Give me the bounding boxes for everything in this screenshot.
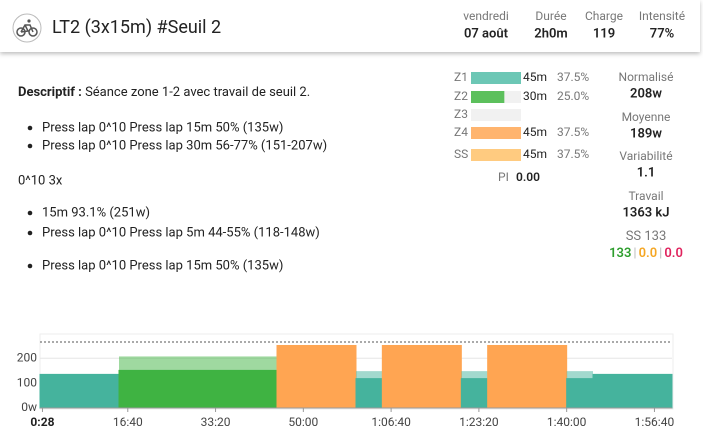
step-item: Press lap 0^10 Press lap 15m 50% (135w) [42, 258, 283, 273]
stat-value: 2h0m [534, 26, 567, 41]
metric-label: Travail [628, 189, 663, 203]
interval-bar [487, 344, 568, 409]
bullet [27, 263, 33, 269]
zone-time: 45m [523, 125, 547, 139]
ss-parts: 133 | 0.0 | 0.0 [609, 246, 683, 261]
stat-value: 07 août [464, 26, 509, 41]
x-tick-label: 0:28 [30, 415, 54, 429]
interval-bar [355, 378, 383, 409]
sport-icon [12, 13, 42, 43]
metric-value: 208w [630, 86, 662, 101]
stat-label: Charge [585, 9, 623, 23]
metric-label: Normalisé [619, 70, 674, 84]
zone-percent: 25.0% [557, 89, 589, 103]
interval-bar [118, 369, 278, 409]
description: Descriptif : Séance zone 1-2 avec travai… [18, 85, 310, 100]
x-tick-label: 1:56:40 [635, 415, 675, 429]
zone-percent: 37.5% [557, 70, 589, 84]
zone-bar [471, 91, 505, 103]
ss-part: 0.0 [639, 246, 658, 261]
header-bar [0, 0, 700, 52]
zone-name: Z4 [454, 125, 468, 139]
zone-time: 45m [523, 70, 547, 84]
ss-part: 133 [609, 246, 631, 261]
workout-title: LT2 (3x15m) #Seuil 2 [52, 17, 221, 38]
interval-bar [276, 344, 357, 409]
x-tick-label: 50:00 [288, 415, 318, 429]
metric-value: 1363 kJ [622, 205, 669, 220]
pi-label: PI [498, 170, 509, 184]
step-item: 15m 93.1% (251w) [42, 205, 150, 220]
zone-time: 45m [523, 147, 547, 161]
bullet [27, 143, 33, 149]
ss-summary: SS 133 [626, 229, 667, 244]
ss-part: 0.0 [664, 246, 683, 261]
metric-value: 189w [630, 126, 662, 141]
interval-bar [592, 373, 673, 409]
bullet [27, 125, 33, 131]
stat-label: Durée [535, 9, 566, 23]
zone-name: Z2 [454, 89, 468, 103]
x-tick-label: 1:23:20 [459, 415, 499, 429]
zone-track [471, 109, 521, 121]
bullet [27, 230, 33, 236]
y-tick-label: 0w [21, 400, 37, 414]
interval-bar [39, 373, 120, 409]
interval-bar [566, 378, 594, 409]
zone-bar [471, 149, 521, 161]
zone-bar [471, 72, 521, 84]
step-item: Press lap 0^10 Press lap 15m 50% (135w) [42, 120, 283, 135]
step-item: Press lap 0^10 Press lap 30m 56-77% (151… [42, 138, 327, 153]
ss-value: 133 [644, 229, 666, 244]
bullet [27, 210, 33, 216]
stat-value: 77% [650, 26, 675, 41]
metric-label: Variabilité [619, 149, 672, 163]
interval-bar [381, 344, 462, 409]
interval-bar [460, 378, 489, 409]
zone-name: SS [454, 147, 468, 161]
pi-value: 0.00 [516, 170, 540, 184]
x-tick-label: 1:06:40 [371, 415, 411, 429]
y-tick-label: 100 [17, 375, 37, 389]
metric-label: Moyenne [622, 110, 671, 124]
zone-percent: 37.5% [557, 147, 589, 161]
zone-name: Z3 [454, 107, 468, 121]
zone-bar [471, 127, 521, 139]
metric-value: 1.1 [637, 165, 656, 180]
zone-name: Z1 [454, 70, 468, 84]
description-label: Descriptif : [18, 85, 82, 100]
zone-percent: 37.5% [557, 125, 589, 139]
separator: | [659, 246, 662, 261]
x-tick-label: 1:40:00 [547, 415, 587, 429]
stat-label: Intensité [639, 9, 685, 23]
x-tick-label: 33:20 [201, 415, 231, 429]
stat-value: 119 [593, 26, 615, 41]
stat-label: vendredi [463, 9, 509, 23]
chart-frame [39, 333, 674, 410]
separator: | [633, 246, 636, 261]
zone-time: 30m [523, 89, 547, 103]
description-text: Séance zone 1-2 avec travail de seuil 2. [85, 85, 310, 100]
step-item: Press lap 0^10 Press lap 5m 44-55% (118-… [42, 225, 320, 240]
y-tick-label: 200 [17, 350, 37, 364]
repeat-text: 0^10 3x [18, 173, 63, 188]
ss-label: SS [626, 229, 642, 244]
x-tick-label: 16:40 [113, 415, 143, 429]
